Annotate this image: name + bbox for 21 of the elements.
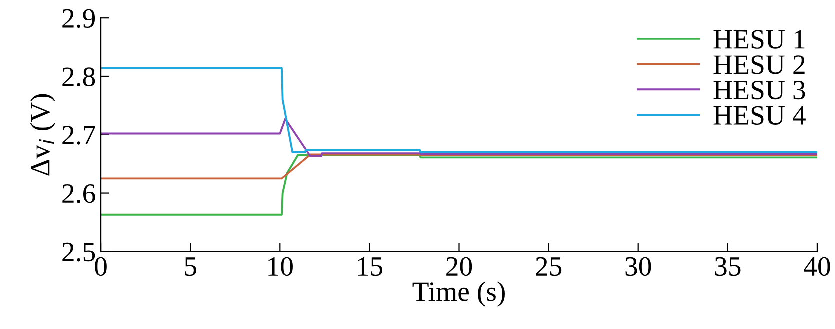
y-axis-title: Δv$_{i}$ (V) [30, 94, 56, 176]
x-tick-label: 0 [95, 257, 107, 276]
x-tick-label: 15 [358, 257, 382, 276]
legend-label: HESU 3 [714, 80, 806, 100]
y-tick-label: 2.6 [62, 184, 96, 204]
x-tick-label: 20 [446, 257, 472, 276]
y-tick-label: 2.9 [62, 9, 96, 28]
line-series [101, 154, 818, 216]
y-tick-label: 2.7 [62, 126, 96, 145]
x-axis-title: Time (s) [412, 282, 505, 307]
x-tick-label: 25 [536, 257, 562, 276]
x-tick-label: 30 [626, 257, 652, 276]
legend-label: HESU 4 [714, 106, 806, 126]
x-tick-label: 10 [268, 257, 293, 276]
legend-label: HESU 1 [714, 30, 805, 49]
legend-label: HESU 2 [714, 56, 805, 74]
y-tick-label: 2.8 [62, 68, 96, 87]
y-tick-label: 2.5 [62, 242, 96, 262]
x-tick-label: 35 [715, 257, 741, 276]
x-tick-label: 40 [804, 257, 830, 276]
x-tick-label: 5 [185, 258, 196, 276]
